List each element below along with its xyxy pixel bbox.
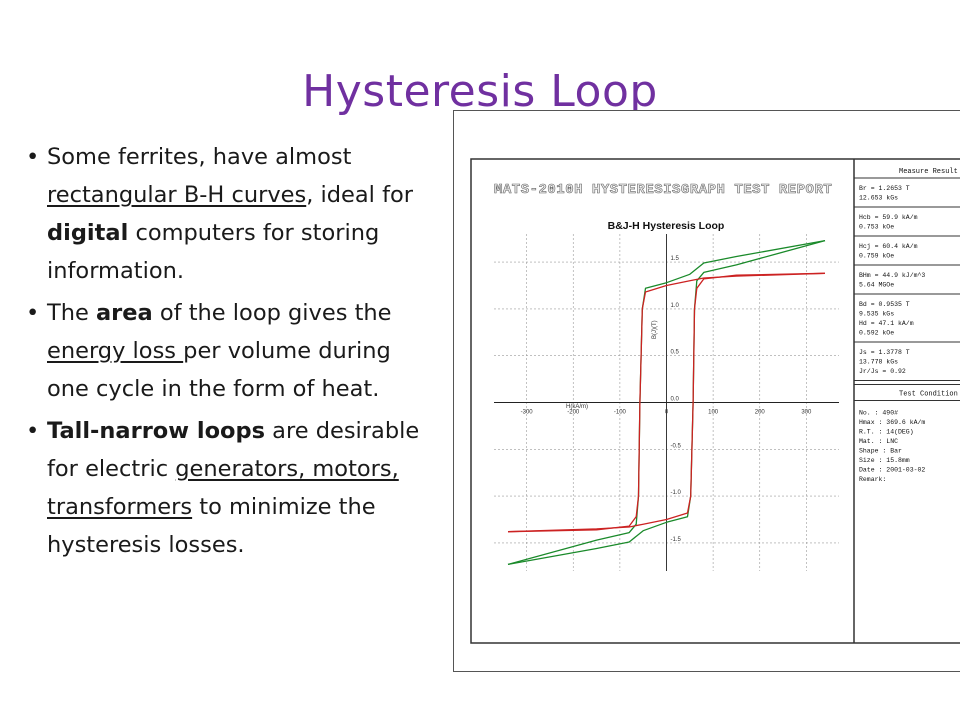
condition-value: Size : 15.8mm — [859, 457, 910, 464]
bullet-text: , ideal for — [306, 182, 414, 208]
x-tick-label: 300 — [801, 410, 812, 416]
x-tick-label: -200 — [567, 410, 580, 416]
chart-series — [507, 239, 826, 566]
condition-value: Date : 2001-03-02 — [859, 467, 925, 474]
y-tick-label: 1.5 — [671, 256, 680, 262]
measure-value: 12.653 kGs — [859, 195, 898, 202]
measure-result-title: Measure Result — [899, 168, 958, 176]
condition-value: R.T. : 14(DEG) — [859, 429, 914, 436]
bullet-bold-text: area — [96, 300, 153, 326]
bullet-bold-text: digital — [47, 220, 129, 246]
bullet-text: Some ferrites, have almost — [47, 144, 352, 170]
hysteresis-test-report: MATS-2010H HYSTERESISGRAPH TEST REPORT B… — [453, 110, 960, 672]
measure-value: Hd = 47.1 kA/m — [859, 320, 914, 327]
measure-value: Js = 1.3778 T — [859, 349, 910, 356]
x-tick-label: -100 — [614, 410, 627, 416]
measure-value: Jr/Js = 0.92 — [859, 368, 906, 375]
y-tick-label: 1.0 — [671, 303, 680, 309]
y-tick-label: 0.0 — [671, 397, 680, 403]
condition-value: No. : 490# — [859, 410, 898, 417]
x-tick-label: -300 — [521, 410, 534, 416]
bullet-item: • Tall-narrow loops are desirable for ele… — [26, 412, 433, 564]
x-tick-label: 100 — [708, 410, 719, 416]
measure-value: Hcb = 59.9 kA/m — [859, 214, 918, 221]
bullet-underlined-text: rectangular B-H curves — [47, 182, 307, 208]
bullet-text: The — [47, 300, 96, 326]
measure-value: 0.753 kOe — [859, 224, 894, 231]
bullet-list: • Some ferrites, have almost rectangular … — [26, 138, 433, 568]
chart-axes — [494, 234, 839, 571]
report-figure: MATS-2010H HYSTERESISGRAPH TEST REPORT B… — [470, 158, 960, 644]
chart-title: B&J-H Hysteresis Loop — [608, 220, 725, 232]
bullet-bold-text: Tall-narrow loops — [47, 418, 265, 444]
measure-value: Hcj = 60.4 kA/m — [859, 243, 918, 250]
bullet-text: computers for storing information. — [47, 220, 380, 284]
report-header: MATS-2010H HYSTERESISGRAPH TEST REPORT — [494, 182, 832, 198]
measure-panel: Measure Result Br = 1.2653 T 12.653 kGs Hc… — [854, 168, 960, 483]
bullet-text: are desirable for electric — [47, 418, 420, 482]
condition-value: Mat. : LNC — [859, 438, 898, 445]
condition-value: Remark: — [859, 476, 886, 483]
hysteresis-curve-upper — [507, 272, 826, 533]
measure-value: 5.64 MGOe — [859, 282, 894, 289]
measure-value: Br = 1.2653 T — [859, 185, 910, 192]
bullet-dot-icon: • — [26, 144, 40, 170]
bullet-underlined-text: energy loss — [47, 338, 184, 364]
x-axis-label: H(kA/m) — [566, 404, 588, 410]
measure-value: 9.535 kGs — [859, 311, 894, 318]
bullet-item: • The area of the loop gives the energy l… — [26, 294, 433, 408]
measure-value: Bd = 0.9535 T — [859, 301, 910, 308]
bullet-underlined-text: generators, motors, transformers — [47, 456, 399, 520]
measure-value: 0.592 kOe — [859, 330, 894, 337]
hysteresis-curve-lower — [507, 272, 826, 533]
bullet-text: to minimize the hysteresis losses. — [47, 494, 376, 558]
bullet-text: of the loop gives the — [152, 300, 392, 326]
y-tick-label: -1.0 — [671, 490, 682, 496]
measure-value: BHm = 44.9 kJ/m^3 — [859, 271, 925, 279]
x-tick-label: 0 — [665, 410, 669, 416]
bullet-item: • Some ferrites, have almost rectangular … — [26, 138, 433, 290]
condition-value: Shape : Bar — [859, 448, 902, 455]
y-tick-label: 0.5 — [671, 350, 680, 356]
bullet-dot-icon: • — [26, 300, 40, 326]
measure-value: 13.778 kGs — [859, 359, 898, 366]
y-axis-label: B(J)(T) — [652, 320, 658, 339]
measure-value: 0.759 kOe — [859, 253, 894, 260]
slide-title: Hysteresis Loop — [302, 66, 658, 117]
bullet-dot-icon: • — [26, 418, 40, 444]
bullet-text: per volume during one cycle in the form … — [47, 338, 391, 402]
y-tick-label: -1.5 — [671, 537, 682, 543]
test-condition-title: Test Condition — [899, 391, 958, 399]
condition-value: Hmax : 369.6 kA/m — [859, 419, 925, 426]
chart-tick-labels: -300 -200 -100 0 100 200 300 -1.5 -1.0 -0.5 0.0 0.5… — [521, 256, 812, 543]
x-tick-label: 200 — [755, 410, 766, 416]
y-tick-label: -0.5 — [671, 443, 682, 449]
